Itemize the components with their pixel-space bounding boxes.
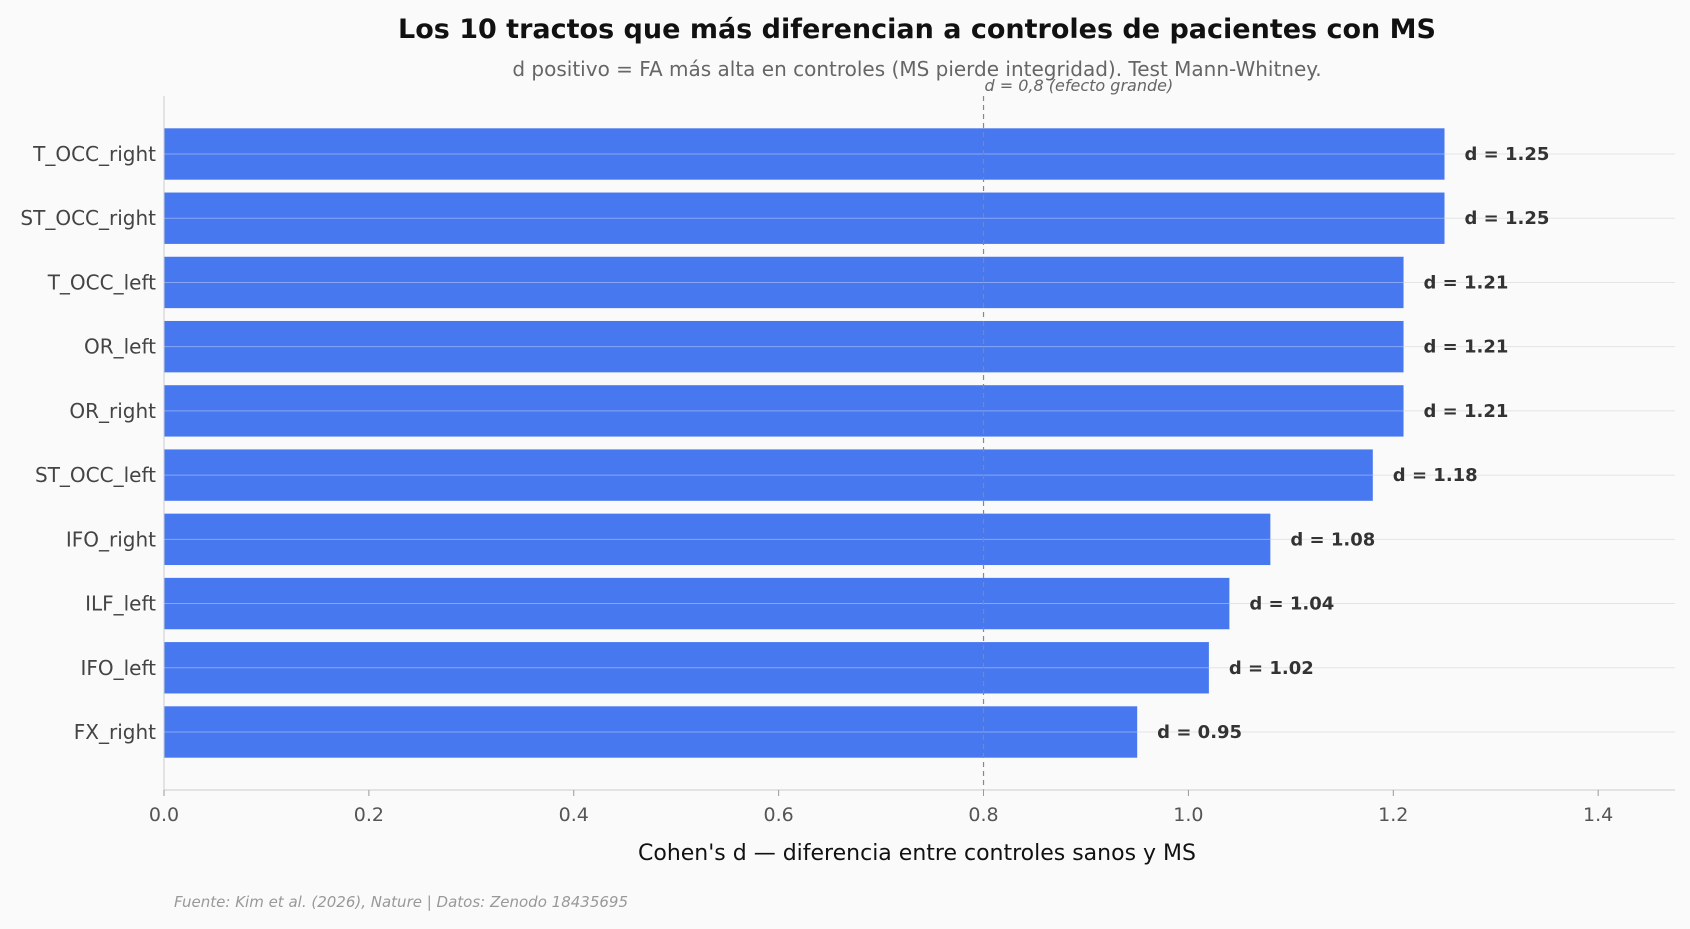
bar — [164, 577, 1230, 630]
reference-line-group: d = 0,8 (efecto grande) — [982, 76, 1174, 790]
bar — [164, 513, 1271, 566]
bar — [164, 256, 1404, 309]
x-tick-label: 1.2 — [1378, 804, 1408, 826]
bar — [164, 706, 1138, 758]
category-label: IFO_right — [66, 527, 156, 551]
value-label: d = 1.04 — [1249, 594, 1334, 615]
value-label: d = 1.21 — [1424, 401, 1509, 422]
bar — [164, 642, 1209, 694]
category-label: FX_right — [74, 720, 156, 744]
category-label: T_OCC_right — [32, 142, 156, 166]
chart-subtitle: d positivo = FA más alta en controles (M… — [512, 57, 1321, 81]
x-tick-label: 0.2 — [354, 804, 384, 826]
bar — [164, 320, 1404, 373]
x-tick-label: 0.4 — [559, 804, 589, 826]
value-labels: d = 1.25 d = 1.25 d = 1.21 d = 1.21 d = 1.21… — [1157, 144, 1549, 743]
category-label: ST_OCC_left — [35, 463, 156, 487]
x-axis: 0.0 0.2 0.4 0.6 0.8 1.0 1.2 1.4 — [149, 96, 1675, 826]
source-note: Fuente: Kim et al. (2026), Nature | Dato… — [174, 893, 628, 911]
value-label: d = 1.08 — [1290, 529, 1375, 550]
value-label: d = 1.25 — [1465, 208, 1550, 229]
value-label: d = 0.95 — [1157, 722, 1242, 743]
value-label: d = 1.25 — [1465, 144, 1550, 165]
x-tick-label: 1.0 — [1173, 804, 1203, 826]
value-label: d = 1.02 — [1229, 658, 1314, 679]
bar — [164, 128, 1445, 180]
category-label: T_OCC_left — [47, 270, 156, 294]
reference-line-label: d = 0,8 (efecto grande) — [985, 76, 1174, 95]
x-tick-label: 0.8 — [968, 804, 998, 826]
x-tick-label: 0.6 — [764, 804, 794, 826]
x-tick-label: 1.4 — [1583, 804, 1613, 826]
bar — [164, 192, 1445, 244]
bar — [164, 449, 1373, 501]
x-tick-label: 0.0 — [149, 804, 179, 826]
x-axis-label: Cohen's d — diferencia entre controles s… — [638, 841, 1196, 866]
category-label: OR_left — [84, 335, 156, 359]
bar — [164, 385, 1404, 437]
category-label: ILF_left — [85, 592, 156, 616]
bars — [164, 128, 1445, 758]
value-label: d = 1.18 — [1393, 465, 1478, 486]
category-label: OR_right — [69, 399, 156, 423]
category-label: IFO_left — [80, 656, 156, 680]
chart-title: Los 10 tractos que más diferencian a con… — [398, 14, 1436, 45]
value-label: d = 1.21 — [1424, 272, 1509, 293]
category-labels: T_OCC_right ST_OCC_right T_OCC_left OR_left… — [20, 142, 156, 744]
value-label: d = 1.21 — [1424, 337, 1509, 358]
category-label: ST_OCC_right — [20, 206, 156, 230]
